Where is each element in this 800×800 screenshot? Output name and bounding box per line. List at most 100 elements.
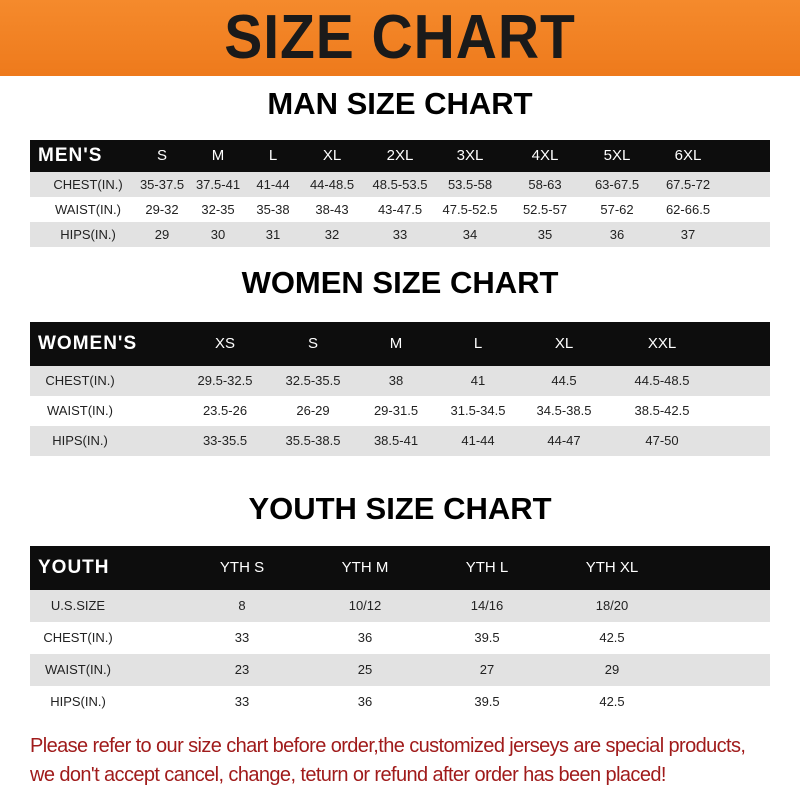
size-column-header: YTH S: [219, 559, 265, 576]
table-row: HIPS(IN.) 33 36 39.5 42.5: [30, 686, 770, 718]
table-header-row: WOMEN'S XS S M L XL XXL: [30, 322, 770, 366]
measurement-cell: 26-29: [296, 403, 330, 418]
measurement-cell: 63-67.5: [594, 177, 640, 192]
measurement-cell: 35-37.5: [139, 177, 185, 192]
measurement-cell: 57-62: [600, 202, 634, 217]
table-row: HIPS(IN.) 33-35.5 35.5-38.5 38.5-41 41-44 44-…: [30, 426, 770, 456]
measurement-cell: 32: [324, 227, 340, 242]
measurement-cell: 38.5-41: [373, 433, 419, 448]
measurement-cell: 29.5-32.5: [197, 373, 253, 388]
row-label: WAIST(IN.): [55, 202, 121, 217]
table-header-row: YOUTH YTH S YTH M YTH L YTH XL: [30, 546, 770, 590]
size-column-header: YTH XL: [585, 559, 639, 576]
measurement-cell: 29-32: [145, 202, 179, 217]
table-header-row: MEN'S S M L XL 2XL 3XL 4XL 5XL 6XL: [30, 140, 770, 172]
size-column-header: L: [268, 147, 278, 164]
measurement-cell: 44.5: [551, 373, 577, 388]
measurement-cell: 41: [470, 373, 486, 388]
size-column-header: YTH M: [341, 559, 389, 576]
measurement-cell: 23.5-26: [202, 403, 248, 418]
measurement-cell: 14/16: [470, 598, 504, 613]
row-label: WAIST(IN.): [47, 403, 113, 418]
table-row: U.S.SIZE 8 10/12 14/16 18/20: [30, 590, 770, 622]
measurement-cell: 52.5-57: [522, 202, 568, 217]
measurement-cell: 42.5: [599, 630, 625, 645]
measurement-cell: 37.5-41: [195, 177, 241, 192]
measurement-cell: 36: [357, 630, 373, 645]
size-column-header: M: [211, 147, 225, 164]
table-row: WAIST(IN.) 23.5-26 26-29 29-31.5 31.5-34.5 34…: [30, 396, 770, 426]
measurement-cell: 38: [388, 373, 404, 388]
row-label: U.S.SIZE: [50, 598, 106, 613]
measurement-cell: 29: [154, 227, 170, 242]
measurement-cell: 27: [479, 662, 495, 677]
measurement-cell: 39.5: [474, 694, 500, 709]
order-notice-line-1: Please refer to our size chart before or…: [30, 735, 746, 757]
table-row: CHEST(IN.) 29.5-32.5 32.5-35.5 38 41 44.5 44.5…: [30, 366, 770, 396]
measurement-cell: 44-48.5: [309, 177, 355, 192]
youth-section-title: YOUTH SIZE CHART: [248, 491, 552, 526]
size-column-header: XL: [322, 147, 342, 164]
table-row: WAIST(IN.) 29-32 32-35 35-38 38-43 43-47.5 47.…: [30, 197, 770, 222]
measurement-cell: 48.5-53.5: [372, 177, 428, 192]
measurement-cell: 10/12: [348, 598, 382, 613]
measurement-cell: 41-44: [256, 177, 290, 192]
table-row: WAIST(IN.) 23 25 27 29: [30, 654, 770, 686]
measurement-cell: 38.5-42.5: [634, 403, 690, 418]
measurement-cell: 35.5-38.5: [285, 433, 341, 448]
order-notice-line-2: we don't accept cancel, change, teturn o…: [30, 764, 666, 786]
measurement-cell: 25: [357, 662, 373, 677]
row-label: CHEST(IN.): [43, 630, 113, 645]
measurement-cell: 47.5-52.5: [442, 202, 498, 217]
table-corner-label: MEN'S: [38, 145, 103, 166]
size-column-header: 3XL: [456, 147, 484, 164]
size-column-header: XL: [554, 335, 574, 352]
youth-size-table: YOUTH YTH S YTH M YTH L YTH XL U.S.SIZE 8 10/12…: [30, 546, 770, 718]
measurement-cell: 33-35.5: [202, 433, 248, 448]
size-column-header: S: [307, 335, 319, 352]
measurement-cell: 43-47.5: [377, 202, 423, 217]
size-chart-banner: SIZE CHART: [0, 0, 800, 76]
measurement-cell: 23: [234, 662, 250, 677]
size-column-header: XS: [214, 335, 236, 352]
measurement-cell: 36: [609, 227, 625, 242]
measurement-cell: 67.5-72: [665, 177, 711, 192]
table-row: CHEST(IN.) 35-37.5 37.5-41 41-44 44-48.5 48.5…: [30, 172, 770, 197]
men-size-table: MEN'S S M L XL 2XL 3XL 4XL 5XL 6XL CHEST(IN.) 35-37…: [30, 140, 770, 247]
measurement-cell: 38-43: [315, 202, 349, 217]
measurement-cell: 34.5-38.5: [536, 403, 592, 418]
measurement-cell: 39.5: [474, 630, 500, 645]
row-label: CHEST(IN.): [53, 177, 123, 192]
measurement-cell: 34: [462, 227, 478, 242]
row-label: CHEST(IN.): [45, 373, 115, 388]
women-section-title: WOMEN SIZE CHART: [241, 265, 559, 300]
measurement-cell: 36: [357, 694, 373, 709]
measurement-cell: 35-38: [256, 202, 290, 217]
measurement-cell: 29: [604, 662, 620, 677]
measurement-cell: 33: [234, 694, 250, 709]
measurement-cell: 42.5: [599, 694, 625, 709]
measurement-cell: 32.5-35.5: [285, 373, 341, 388]
row-label: WAIST(IN.): [45, 662, 111, 677]
measurement-cell: 41-44: [461, 433, 495, 448]
measurement-cell: 33: [392, 227, 408, 242]
measurement-cell: 8: [238, 598, 246, 613]
measurement-cell: 62-66.5: [665, 202, 711, 217]
men-section-title: MAN SIZE CHART: [267, 86, 533, 121]
size-column-header: L: [473, 335, 483, 352]
size-column-header: XXL: [647, 335, 677, 352]
measurement-cell: 33: [234, 630, 250, 645]
row-label: HIPS(IN.): [52, 433, 108, 448]
measurement-cell: 31.5-34.5: [450, 403, 506, 418]
row-label: HIPS(IN.): [60, 227, 116, 242]
measurement-cell: 44.5-48.5: [634, 373, 690, 388]
table-row: HIPS(IN.) 29 30 31 32 33 34 35 36 37: [30, 222, 770, 247]
table-corner-label: YOUTH: [38, 557, 110, 578]
size-column-header: M: [389, 335, 403, 352]
measurement-cell: 35: [537, 227, 553, 242]
banner-title: SIZE CHART: [224, 3, 576, 72]
size-column-header: S: [156, 147, 168, 164]
measurement-cell: 32-35: [201, 202, 235, 217]
size-column-header: 4XL: [531, 147, 559, 164]
measurement-cell: 18/20: [595, 598, 629, 613]
